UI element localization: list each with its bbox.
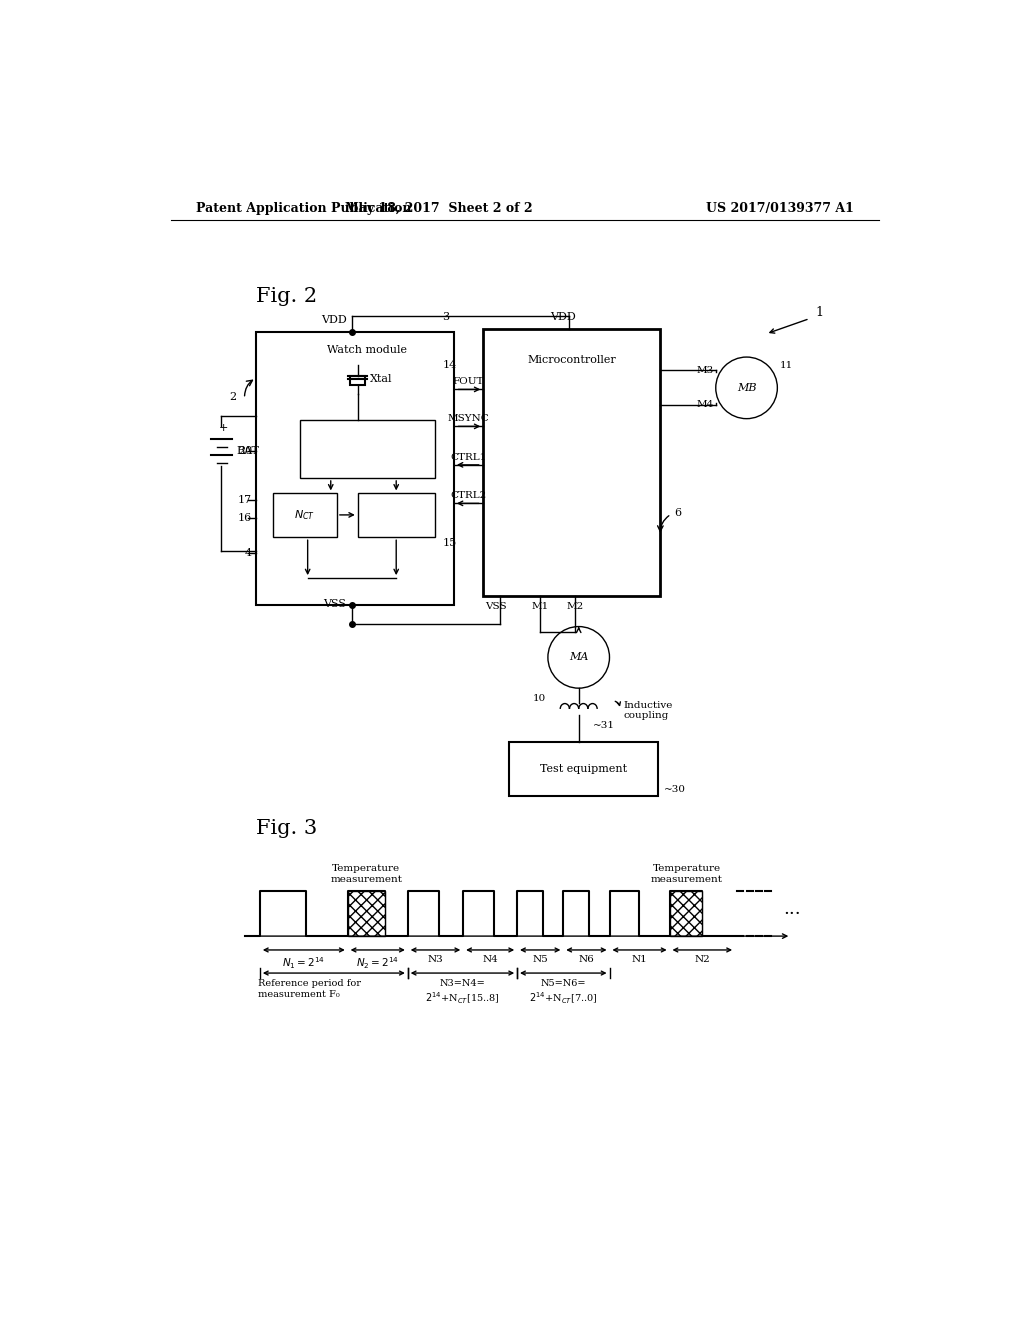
Text: CTRL2: CTRL2 — [451, 491, 486, 500]
Text: Fig. 3: Fig. 3 — [256, 818, 317, 838]
Bar — [256, 331, 454, 605]
Bar — [300, 420, 435, 478]
Text: N6: N6 — [579, 956, 594, 965]
Text: 14: 14 — [442, 360, 457, 370]
Text: Inductive: Inductive — [624, 701, 673, 710]
Text: N3: N3 — [428, 956, 443, 965]
Text: Reference period for
measurement F₀: Reference period for measurement F₀ — [258, 979, 360, 999]
Text: Temperature
measurement: Temperature measurement — [330, 865, 402, 884]
Text: VDD: VDD — [322, 314, 347, 325]
Text: 20: 20 — [238, 446, 252, 455]
Text: +: + — [219, 422, 228, 433]
Text: M1: M1 — [531, 602, 549, 611]
Text: 1: 1 — [816, 306, 824, 319]
Text: N2: N2 — [694, 956, 711, 965]
Text: 11: 11 — [779, 360, 793, 370]
Text: 10: 10 — [532, 694, 546, 704]
Text: CTRL1: CTRL1 — [451, 453, 486, 462]
Text: 15: 15 — [442, 539, 457, 548]
Text: Temperature
measurement: Temperature measurement — [650, 865, 723, 884]
Text: 2: 2 — [229, 392, 237, 403]
Text: Xtal: Xtal — [370, 375, 392, 384]
Text: BAT: BAT — [237, 446, 259, 455]
Text: ~30: ~30 — [665, 785, 686, 795]
Text: N5=N6=
$2^{14}$+N$_{CT}$[7..0]: N5=N6= $2^{14}$+N$_{CT}$[7..0] — [529, 979, 598, 1006]
Text: 16: 16 — [238, 513, 252, 523]
Text: M3: M3 — [696, 367, 714, 375]
Text: May 18, 2017  Sheet 2 of 2: May 18, 2017 Sheet 2 of 2 — [345, 202, 532, 215]
Text: 17: 17 — [239, 495, 252, 504]
Text: VDD: VDD — [550, 312, 575, 322]
Text: MA: MA — [569, 652, 589, 663]
Text: Fig. 2: Fig. 2 — [256, 286, 317, 306]
Bar — [509, 742, 658, 796]
Text: N3=N4=
$2^{14}$+N$_{CT}$[15..8]: N3=N4= $2^{14}$+N$_{CT}$[15..8] — [425, 979, 500, 1006]
Text: M4: M4 — [696, 400, 714, 409]
Text: VSS: VSS — [324, 599, 346, 609]
Text: 6: 6 — [674, 508, 681, 517]
Text: Patent Application Publication: Patent Application Publication — [196, 202, 412, 215]
Text: $N_{CT}$: $N_{CT}$ — [295, 508, 315, 523]
Text: Microcontroller: Microcontroller — [527, 355, 616, 366]
Bar — [348, 891, 385, 936]
Text: 4: 4 — [245, 548, 252, 557]
Text: MSYNC: MSYNC — [447, 414, 489, 424]
Text: N1: N1 — [632, 956, 647, 965]
Text: N5: N5 — [532, 956, 548, 965]
Text: $N_1=2^{14}$: $N_1=2^{14}$ — [283, 956, 326, 972]
Text: US 2017/0139377 A1: US 2017/0139377 A1 — [707, 202, 854, 215]
Bar — [357, 494, 435, 537]
Text: 3: 3 — [442, 313, 450, 322]
Text: Test equipment: Test equipment — [540, 764, 628, 774]
Text: N4: N4 — [482, 956, 498, 965]
Text: $N_2=2^{14}$: $N_2=2^{14}$ — [356, 956, 399, 972]
Text: ...: ... — [783, 900, 801, 919]
Text: M2: M2 — [566, 602, 584, 611]
Text: MB: MB — [737, 383, 757, 393]
Text: Watch module: Watch module — [327, 345, 407, 355]
Text: FOUT: FOUT — [453, 378, 484, 387]
Text: VSS: VSS — [484, 602, 506, 611]
Text: coupling: coupling — [624, 711, 669, 721]
Bar — [483, 330, 660, 595]
Bar — [670, 891, 701, 936]
Bar — [350, 376, 366, 385]
Text: ~31: ~31 — [593, 721, 614, 730]
Bar — [273, 494, 337, 537]
